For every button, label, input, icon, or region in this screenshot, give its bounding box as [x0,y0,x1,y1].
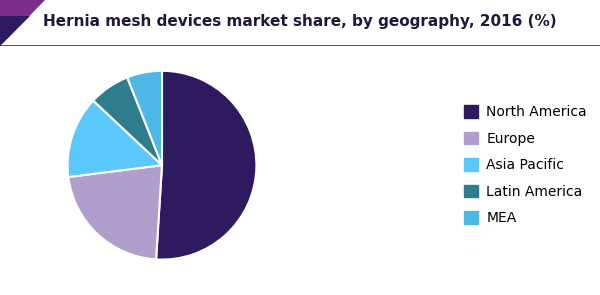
Wedge shape [68,165,162,259]
Legend: North America, Europe, Asia Pacific, Latin America, MEA: North America, Europe, Asia Pacific, Lat… [464,105,587,225]
Text: Hernia mesh devices market share, by geography, 2016 (%): Hernia mesh devices market share, by geo… [43,14,557,30]
Polygon shape [0,16,30,46]
Wedge shape [93,77,162,165]
Wedge shape [68,101,162,177]
Polygon shape [0,0,45,46]
Wedge shape [127,71,162,165]
Wedge shape [156,71,256,260]
